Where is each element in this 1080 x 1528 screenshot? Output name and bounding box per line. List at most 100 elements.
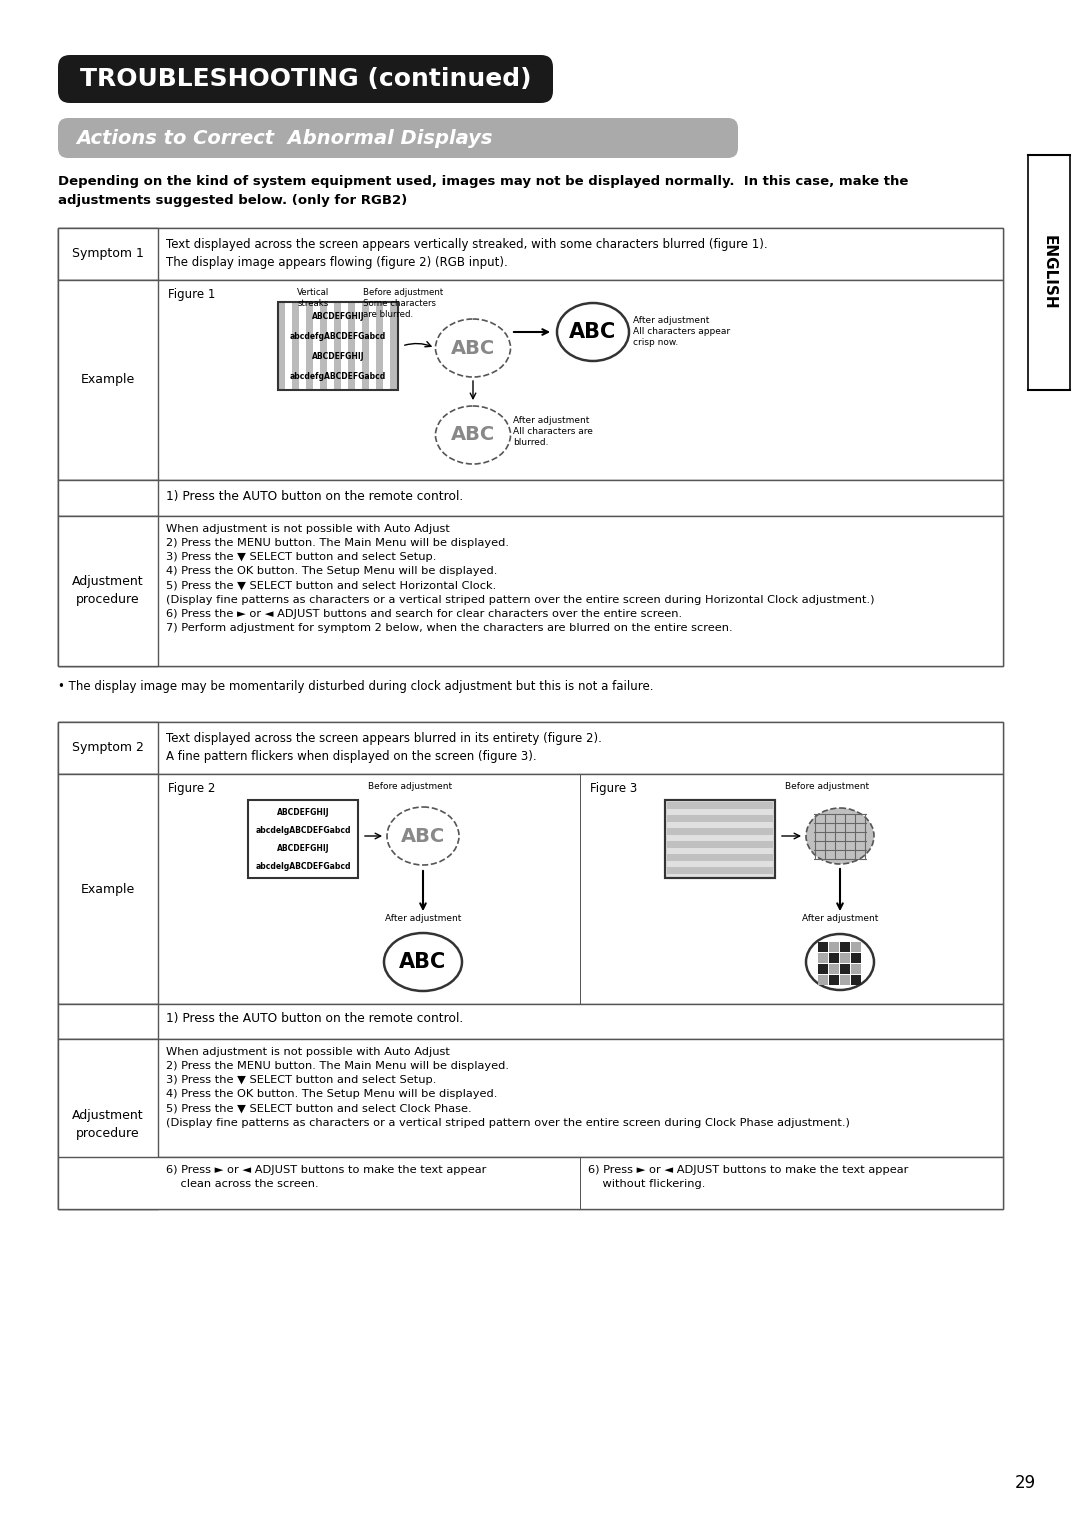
Bar [58, 516, 158, 666]
Bar [58, 280, 1003, 480]
Bar [58, 228, 1003, 666]
Ellipse shape [806, 808, 874, 863]
Bar [818, 941, 828, 952]
Bar [320, 303, 327, 390]
Text: abcdelgABCDEFGabcd: abcdelgABCDEFGabcd [255, 827, 351, 834]
Text: ABC: ABC [450, 425, 495, 445]
Bar [667, 854, 773, 860]
Text: Depending on the kind of system equipment used, images may not be displayed norm: Depending on the kind of system equipmen… [58, 176, 908, 206]
Text: ENGLISH: ENGLISH [1041, 235, 1056, 310]
Text: 1) Press the AUTO button on the remote control.: 1) Press the AUTO button on the remote c… [166, 1012, 463, 1025]
Bar [667, 840, 773, 848]
Bar [334, 303, 341, 390]
Bar [58, 1039, 158, 1209]
Text: Example: Example [81, 373, 135, 387]
Text: 6) Press ► or ◄ ADJUST buttons to make the text appear
    without flickering.: 6) Press ► or ◄ ADJUST buttons to make t… [588, 1164, 908, 1189]
Text: ABC: ABC [569, 322, 617, 342]
Bar [306, 303, 313, 390]
FancyBboxPatch shape [58, 55, 553, 102]
Text: When adjustment is not possible with Auto Adjust
2) Press the MENU button. The M: When adjustment is not possible with Aut… [166, 524, 875, 633]
Bar [665, 801, 775, 879]
Text: ABC: ABC [400, 952, 447, 972]
Bar [248, 801, 357, 879]
Text: ABCDEFGHIJ: ABCDEFGHIJ [312, 351, 364, 361]
Text: abcdefgABCDEFGabcd: abcdefgABCDEFGabcd [289, 371, 387, 380]
Text: Adjustment
procedure: Adjustment procedure [72, 1108, 144, 1140]
Bar [58, 1157, 1003, 1209]
Text: Example: Example [81, 883, 135, 895]
Bar [840, 975, 850, 986]
Text: Text displayed across the screen appears vertically streaked, with some characte: Text displayed across the screen appears… [166, 238, 768, 269]
Bar [665, 801, 775, 879]
Text: Vertical
streaks: Vertical streaks [297, 287, 329, 309]
Bar [829, 953, 839, 963]
Bar [58, 1039, 1003, 1157]
Bar [58, 516, 1003, 666]
Text: Actions to Correct  Abnormal Displays: Actions to Correct Abnormal Displays [76, 128, 492, 148]
Bar [58, 723, 158, 775]
Ellipse shape [806, 934, 874, 990]
Ellipse shape [387, 807, 459, 865]
Text: ABCDEFGHIJ: ABCDEFGHIJ [312, 312, 364, 321]
Text: Before adjustment: Before adjustment [785, 782, 869, 792]
Text: ABC: ABC [450, 339, 495, 358]
Bar [58, 723, 1003, 775]
Text: Text displayed across the screen appears blurred in its entirety (figure 2).
A f: Text displayed across the screen appears… [166, 732, 602, 762]
Text: ABCDEFGHIJ: ABCDEFGHIJ [276, 808, 329, 817]
Text: After adjustment: After adjustment [801, 914, 878, 923]
Bar [58, 280, 158, 480]
Bar [667, 866, 773, 874]
FancyBboxPatch shape [58, 118, 738, 157]
Bar [348, 303, 355, 390]
Text: Before adjustment: Before adjustment [368, 782, 453, 792]
Bar [667, 802, 773, 808]
Bar [818, 975, 828, 986]
Bar [840, 953, 850, 963]
Bar [818, 964, 828, 973]
Bar [840, 964, 850, 973]
Text: After adjustment
All characters appear
crisp now.: After adjustment All characters appear c… [633, 316, 730, 347]
Bar [58, 1004, 158, 1039]
Text: • The display image may be momentarily disturbed during clock adjustment but thi: • The display image may be momentarily d… [58, 680, 653, 694]
Bar [390, 303, 397, 390]
Bar [58, 480, 1003, 516]
Text: Symptom 1: Symptom 1 [72, 248, 144, 260]
Bar [58, 480, 158, 516]
Bar [58, 228, 158, 280]
Bar [58, 775, 158, 1004]
Bar [278, 303, 285, 390]
Text: 6) Press ► or ◄ ADJUST buttons to make the text appear
    clean across the scre: 6) Press ► or ◄ ADJUST buttons to make t… [166, 1164, 486, 1189]
Text: Figure 1: Figure 1 [168, 287, 215, 301]
Bar [376, 303, 383, 390]
Text: abcdelgABCDEFGabcd: abcdelgABCDEFGabcd [255, 862, 351, 871]
Text: ABC: ABC [401, 827, 445, 845]
Bar [292, 303, 299, 390]
Text: When adjustment is not possible with Auto Adjust
2) Press the MENU button. The M: When adjustment is not possible with Aut… [166, 1047, 850, 1128]
Bar [829, 964, 839, 973]
Ellipse shape [435, 406, 511, 465]
Bar [58, 228, 1003, 280]
Ellipse shape [435, 319, 511, 377]
Text: Figure 2: Figure 2 [168, 782, 215, 795]
Text: 29: 29 [1014, 1475, 1036, 1491]
Bar [1028, 154, 1070, 390]
Bar [667, 814, 773, 822]
Text: Figure 3: Figure 3 [590, 782, 637, 795]
Text: Adjustment
procedure: Adjustment procedure [72, 576, 144, 607]
Bar [818, 953, 828, 963]
Text: After adjustment
All characters are
blurred.: After adjustment All characters are blur… [513, 416, 593, 448]
Text: Symptom 2: Symptom 2 [72, 741, 144, 755]
Bar [362, 303, 369, 390]
Bar [840, 941, 850, 952]
Bar [829, 975, 839, 986]
Bar [851, 964, 861, 973]
Text: abcdefgABCDEFGabcd: abcdefgABCDEFGabcd [289, 332, 387, 341]
Bar [851, 975, 861, 986]
Bar [851, 953, 861, 963]
Ellipse shape [384, 934, 462, 992]
Text: TROUBLESHOOTING (continued): TROUBLESHOOTING (continued) [80, 67, 531, 92]
Bar [58, 723, 1003, 1209]
Bar [58, 1004, 1003, 1039]
Text: After adjustment: After adjustment [384, 914, 461, 923]
Text: Before adjustment
Some characters
are blurred.: Before adjustment Some characters are bl… [363, 287, 443, 319]
